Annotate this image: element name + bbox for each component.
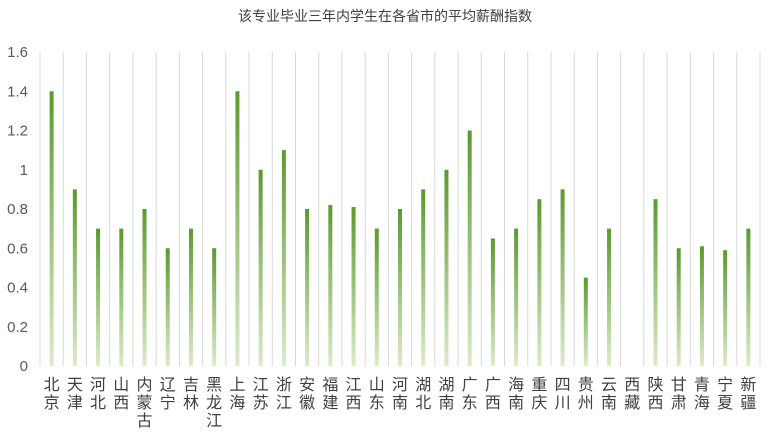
chart-title: 该专业毕业三年内学生在各省市的平均薪酬指数 <box>238 9 532 25</box>
bar <box>653 199 658 366</box>
bar <box>96 228 101 366</box>
bar <box>490 238 495 366</box>
x-tick-label: 福建 <box>322 375 338 412</box>
bar <box>188 228 193 366</box>
x-tick-label: 山西 <box>113 375 129 412</box>
bar <box>699 246 704 366</box>
y-tick-label: 0.2 <box>7 319 28 336</box>
bar <box>723 250 728 366</box>
bar <box>607 228 612 366</box>
x-tick-label: 吉林 <box>183 375 199 412</box>
y-axis-ticks: 0 0.2 0.4 0.6 0.8 1 1.2 1.4 1.6 <box>7 44 28 375</box>
x-tick-label: 内蒙古 <box>137 375 153 430</box>
bar <box>305 209 310 366</box>
bar <box>165 248 170 366</box>
bar-layer <box>49 91 751 366</box>
x-tick-label: 广东 <box>462 375 478 412</box>
y-tick-label: 0.6 <box>7 240 28 257</box>
y-tick-label: 0.4 <box>7 280 28 297</box>
x-tick-label: 广西 <box>485 375 501 412</box>
bar <box>537 199 542 366</box>
y-tick-label: 0 <box>20 358 28 375</box>
x-tick-label: 宁夏 <box>717 375 733 412</box>
y-tick-label: 1.6 <box>7 44 28 61</box>
bar <box>444 169 449 366</box>
x-tick-label: 陕西 <box>647 375 663 412</box>
bar <box>398 209 402 366</box>
x-tick-label: 湖南 <box>438 375 454 412</box>
x-tick-label: 甘肃 <box>671 375 687 412</box>
x-tick-label: 湖北 <box>415 375 431 412</box>
x-tick-label: 辽宁 <box>160 375 176 412</box>
y-tick-label: 0.8 <box>7 201 28 218</box>
bar <box>374 228 379 366</box>
x-tick-label: 北京 <box>44 375 60 412</box>
x-tick-label: 黑龙江 <box>206 375 222 430</box>
bar <box>467 130 472 366</box>
x-tick-label: 新疆 <box>740 375 756 412</box>
bar <box>72 189 77 366</box>
y-tick-label: 1 <box>20 162 28 179</box>
x-tick-label: 海南 <box>508 375 524 412</box>
x-tick-label: 安徽 <box>299 375 315 412</box>
x-tick-label: 浙江 <box>276 375 292 412</box>
x-tick-label: 山东 <box>369 375 385 412</box>
x-tick-label: 西藏 <box>624 375 640 412</box>
bar <box>746 228 751 366</box>
x-tick-label: 天津 <box>67 375 83 412</box>
bar <box>351 207 356 366</box>
bar <box>583 277 588 366</box>
x-tick-label: 重庆 <box>531 375 547 412</box>
bar <box>328 205 333 366</box>
x-tick-label: 河北 <box>90 375 106 412</box>
bar <box>258 169 263 366</box>
bar <box>235 91 240 366</box>
x-tick-label: 河南 <box>392 375 408 412</box>
grid-layer <box>39 52 761 366</box>
x-axis-ticks: 北京天津河北山西内蒙古辽宁吉林黑龙江上海江苏浙江安徽福建江西山东河南湖北湖南广东… <box>44 375 757 430</box>
bar <box>676 248 681 366</box>
x-tick-label: 云南 <box>601 375 617 412</box>
x-tick-label: 江西 <box>346 375 362 412</box>
bar <box>421 189 426 366</box>
y-tick-label: 1.4 <box>7 83 28 100</box>
bar <box>119 228 124 366</box>
bar <box>212 248 217 366</box>
x-tick-label: 青海 <box>694 375 710 412</box>
bar <box>514 228 519 366</box>
bar <box>281 150 286 366</box>
x-tick-label: 四川 <box>555 375 571 412</box>
x-tick-label: 上海 <box>229 375 245 412</box>
x-tick-label: 江苏 <box>253 375 269 412</box>
bar <box>560 189 565 366</box>
bar <box>142 209 147 366</box>
bar <box>49 91 54 366</box>
x-tick-label: 贵州 <box>578 375 594 412</box>
y-tick-label: 1.2 <box>7 123 28 140</box>
